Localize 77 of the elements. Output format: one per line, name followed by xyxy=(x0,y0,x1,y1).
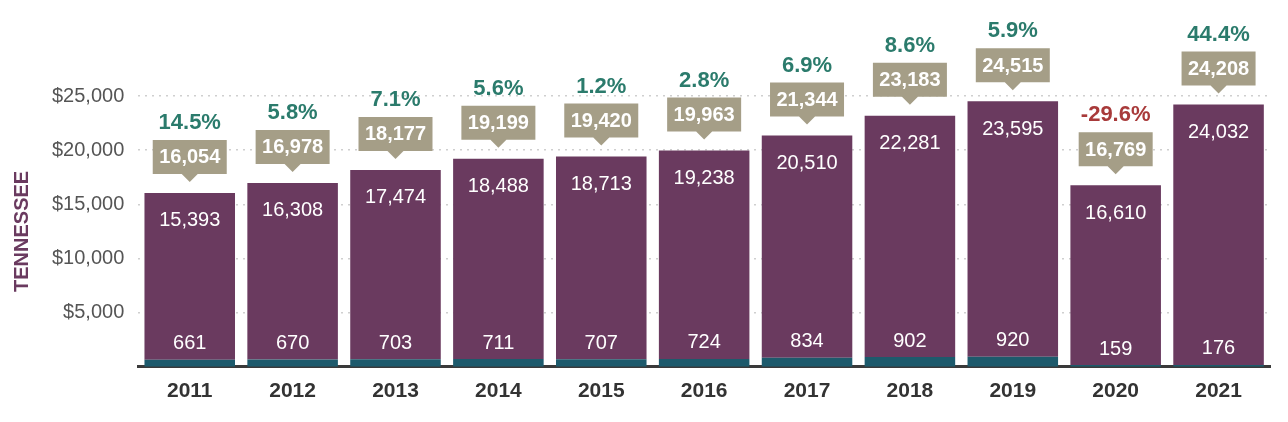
y-tick-label: $5,000 xyxy=(63,300,125,323)
bar xyxy=(658,150,750,359)
data-label: 670 xyxy=(275,331,310,354)
x-tick-label: 2020 xyxy=(1092,378,1140,402)
data-label: 834 xyxy=(790,329,824,352)
data-label: 920 xyxy=(996,328,1030,351)
data-label: 18,488 xyxy=(467,174,529,197)
text: 6.9% xyxy=(781,51,833,77)
total-label: 24,208 xyxy=(1187,57,1250,80)
x-tick-label: 2013 xyxy=(372,378,419,402)
y-tick-label: $15,000 xyxy=(52,191,125,214)
data-label: 703 xyxy=(378,330,413,353)
y-tick-label: $20,000 xyxy=(52,137,125,160)
data-label: 711 xyxy=(482,330,515,353)
bar xyxy=(1070,185,1161,366)
data-label: 707 xyxy=(584,330,618,353)
text: 8.6% xyxy=(884,31,935,57)
data-label: 16,610 xyxy=(1085,200,1147,223)
total-label: 16,769 xyxy=(1085,137,1147,160)
data-label: 17,474 xyxy=(364,185,427,208)
data-label: 24,032 xyxy=(1187,120,1250,143)
annotation: 7.1% xyxy=(370,85,421,111)
annotation: 5.6% xyxy=(473,74,524,100)
x-tick-label: 2021 xyxy=(1195,378,1243,402)
bar xyxy=(761,135,853,358)
y-axis-title: TENNESSEE xyxy=(9,170,32,292)
annotation: 5.8% xyxy=(267,98,318,124)
data-label: 22,281 xyxy=(879,131,941,154)
data-label: 661 xyxy=(173,331,207,354)
bar xyxy=(967,101,1059,357)
total-label: 16,978 xyxy=(262,135,324,158)
data-label: 23,595 xyxy=(982,116,1044,139)
y-tick-label: $10,000 xyxy=(52,246,125,268)
total-label: 18,177 xyxy=(364,122,427,145)
total-label: 24,515 xyxy=(982,53,1044,76)
bar xyxy=(453,158,544,360)
bar xyxy=(864,115,956,358)
data-label: 20,510 xyxy=(776,151,838,174)
annotation: 1.2% xyxy=(576,72,627,98)
data-label: 19,238 xyxy=(673,166,735,189)
total-label: 16,054 xyxy=(159,145,222,168)
bar xyxy=(556,156,647,360)
total-label: 19,963 xyxy=(673,103,735,126)
total-label: 23,183 xyxy=(879,68,941,91)
annotation: -29.6% xyxy=(1080,101,1151,127)
y-tick-label: $25,000 xyxy=(52,83,125,106)
data-label: 902 xyxy=(893,328,927,351)
bar xyxy=(350,169,441,360)
x-tick-label: 2017 xyxy=(783,378,831,402)
total-label: 19,420 xyxy=(570,108,632,131)
x-tick-label: 2016 xyxy=(680,378,728,402)
bar xyxy=(350,359,441,367)
bar xyxy=(247,182,338,360)
data-label: 16,308 xyxy=(262,198,324,221)
x-tick-label: 2018 xyxy=(886,378,934,402)
x-tick-label: 2019 xyxy=(989,378,1037,402)
total-label: 21,344 xyxy=(776,88,839,111)
text: 2.8% xyxy=(679,66,730,92)
x-tick-label: 2015 xyxy=(577,378,625,402)
x-tick-label: 2011 xyxy=(166,378,213,402)
x-tick-label: 2014 xyxy=(475,378,523,402)
text: 44.4% xyxy=(1187,20,1250,46)
bar xyxy=(967,356,1059,367)
data-label: 159 xyxy=(1098,336,1133,359)
annotation: 14.5% xyxy=(158,108,221,134)
bar xyxy=(453,359,544,367)
data-label: 724 xyxy=(687,330,721,353)
x-tick-label: 2012 xyxy=(269,378,316,402)
bar xyxy=(864,357,956,367)
data-label: 15,393 xyxy=(159,208,221,231)
bar xyxy=(144,192,235,360)
bar xyxy=(556,359,647,367)
bar xyxy=(1173,104,1264,365)
text: 5.9% xyxy=(987,17,1038,43)
total-label: 19,199 xyxy=(467,111,529,134)
data-label: 176 xyxy=(1201,336,1236,359)
data-label: 18,713 xyxy=(570,171,632,194)
